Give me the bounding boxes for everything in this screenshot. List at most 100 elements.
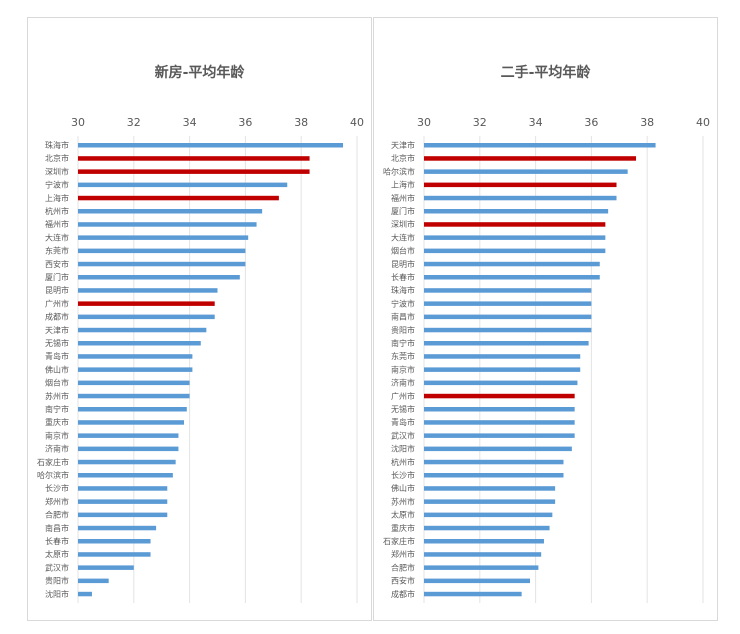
bar bbox=[78, 222, 257, 227]
category-label: 长春市 bbox=[45, 536, 69, 546]
category-label: 深圳市 bbox=[45, 166, 69, 176]
x-tick-label: 36 bbox=[238, 116, 252, 129]
bar bbox=[78, 393, 190, 399]
category-label: 福州市 bbox=[45, 219, 69, 229]
category-label: 烟台市 bbox=[45, 378, 69, 388]
bar bbox=[78, 261, 246, 267]
bar bbox=[424, 327, 592, 333]
bar-highlighted bbox=[424, 156, 637, 161]
category-label: 东莞市 bbox=[45, 246, 69, 256]
category-label: 珠海市 bbox=[45, 140, 69, 150]
bar bbox=[424, 407, 575, 412]
bar bbox=[78, 578, 109, 584]
category-label: 佛山市 bbox=[45, 364, 69, 374]
category-label: 大连市 bbox=[391, 232, 415, 242]
category-label: 烟台市 bbox=[391, 246, 415, 256]
category-label: 哈尔滨市 bbox=[383, 166, 415, 176]
category-label: 上海市 bbox=[45, 193, 69, 203]
category-label: 成都市 bbox=[391, 589, 415, 599]
category-label: 杭州市 bbox=[45, 206, 69, 216]
x-tick-label: 38 bbox=[294, 116, 308, 129]
bar bbox=[424, 314, 592, 320]
category-label: 郑州市 bbox=[45, 496, 69, 506]
bar bbox=[424, 446, 572, 452]
category-label: 济南市 bbox=[45, 444, 69, 454]
bar bbox=[78, 591, 92, 597]
category-label: 昆明市 bbox=[391, 259, 415, 269]
category-label: 西安市 bbox=[391, 576, 415, 586]
category-label: 南京市 bbox=[45, 430, 69, 440]
bar bbox=[78, 499, 168, 504]
category-label: 合肥市 bbox=[391, 562, 415, 572]
category-label: 沈阳市 bbox=[45, 589, 69, 599]
category-label: 哈尔滨市 bbox=[37, 470, 69, 480]
category-label: 宁波市 bbox=[391, 298, 415, 308]
category-label: 苏州市 bbox=[45, 391, 69, 401]
chart-title: 二手-平均年龄 bbox=[500, 65, 591, 81]
x-tick-label: 34 bbox=[183, 116, 197, 129]
category-label: 长春市 bbox=[391, 272, 415, 282]
bar bbox=[78, 248, 246, 254]
bar bbox=[424, 578, 531, 584]
bar bbox=[78, 512, 168, 518]
bar bbox=[424, 499, 556, 504]
x-tick-label: 30 bbox=[417, 116, 431, 129]
bar bbox=[78, 552, 151, 557]
category-label: 重庆市 bbox=[391, 523, 415, 533]
bar bbox=[424, 341, 589, 346]
bar bbox=[424, 209, 609, 214]
bar bbox=[424, 354, 581, 359]
category-label: 珠海市 bbox=[391, 285, 415, 295]
category-label: 北京市 bbox=[391, 153, 415, 163]
bar bbox=[424, 275, 600, 280]
category-label: 石家庄市 bbox=[37, 457, 69, 467]
new-home-bar-chart: 30 32 34 36 38 40 珠海市北京市深圳市宁波市上海市杭州市福州市大连市东莞市西… bbox=[37, 116, 364, 603]
category-label: 长沙市 bbox=[45, 483, 69, 493]
bar-highlighted bbox=[78, 195, 279, 201]
category-label: 重庆市 bbox=[45, 417, 69, 427]
bar bbox=[78, 209, 263, 214]
bar bbox=[424, 420, 575, 425]
bar bbox=[78, 341, 201, 346]
x-tick-label: 36 bbox=[584, 116, 598, 129]
category-label: 杭州市 bbox=[391, 457, 415, 467]
category-label: 济南市 bbox=[391, 378, 415, 388]
category-label: 苏州市 bbox=[391, 496, 415, 506]
bar bbox=[424, 195, 617, 201]
bar bbox=[424, 380, 578, 386]
bar bbox=[424, 433, 575, 438]
bar bbox=[424, 473, 564, 478]
bar-highlighted bbox=[424, 222, 606, 227]
category-label: 青岛市 bbox=[391, 417, 415, 427]
category-label: 北京市 bbox=[45, 153, 69, 163]
x-tick-label: 40 bbox=[350, 116, 364, 129]
category-label: 太原市 bbox=[45, 549, 69, 559]
category-label: 广州市 bbox=[45, 298, 69, 308]
bar bbox=[78, 565, 134, 570]
bar bbox=[78, 143, 344, 148]
x-tick-label: 32 bbox=[127, 116, 141, 129]
bar bbox=[424, 261, 600, 267]
bar bbox=[78, 354, 193, 359]
category-label: 成都市 bbox=[45, 312, 69, 322]
bar bbox=[78, 314, 215, 320]
bar bbox=[424, 367, 581, 372]
bar bbox=[78, 235, 249, 240]
bar bbox=[424, 591, 522, 597]
bar bbox=[78, 380, 190, 386]
category-label: 南京市 bbox=[391, 364, 415, 374]
category-label: 郑州市 bbox=[391, 549, 415, 559]
category-label: 武汉市 bbox=[45, 562, 69, 572]
bar bbox=[78, 288, 218, 293]
category-label: 无锡市 bbox=[391, 404, 415, 414]
new-home-chart-panel: 新房-平均年龄 30 32 34 36 38 40 珠海市 北京市 深圳市 宁波市 上海市 杭州市 福州… bbox=[27, 17, 372, 621]
category-label: 西安市 bbox=[45, 259, 69, 269]
bar bbox=[78, 407, 187, 412]
bar bbox=[424, 486, 556, 491]
category-label: 宁波市 bbox=[45, 180, 69, 190]
category-label: 福州市 bbox=[391, 193, 415, 203]
bar-highlighted bbox=[78, 156, 310, 161]
category-label: 广州市 bbox=[391, 391, 415, 401]
x-tick-label: 32 bbox=[473, 116, 487, 129]
bar bbox=[78, 539, 151, 544]
